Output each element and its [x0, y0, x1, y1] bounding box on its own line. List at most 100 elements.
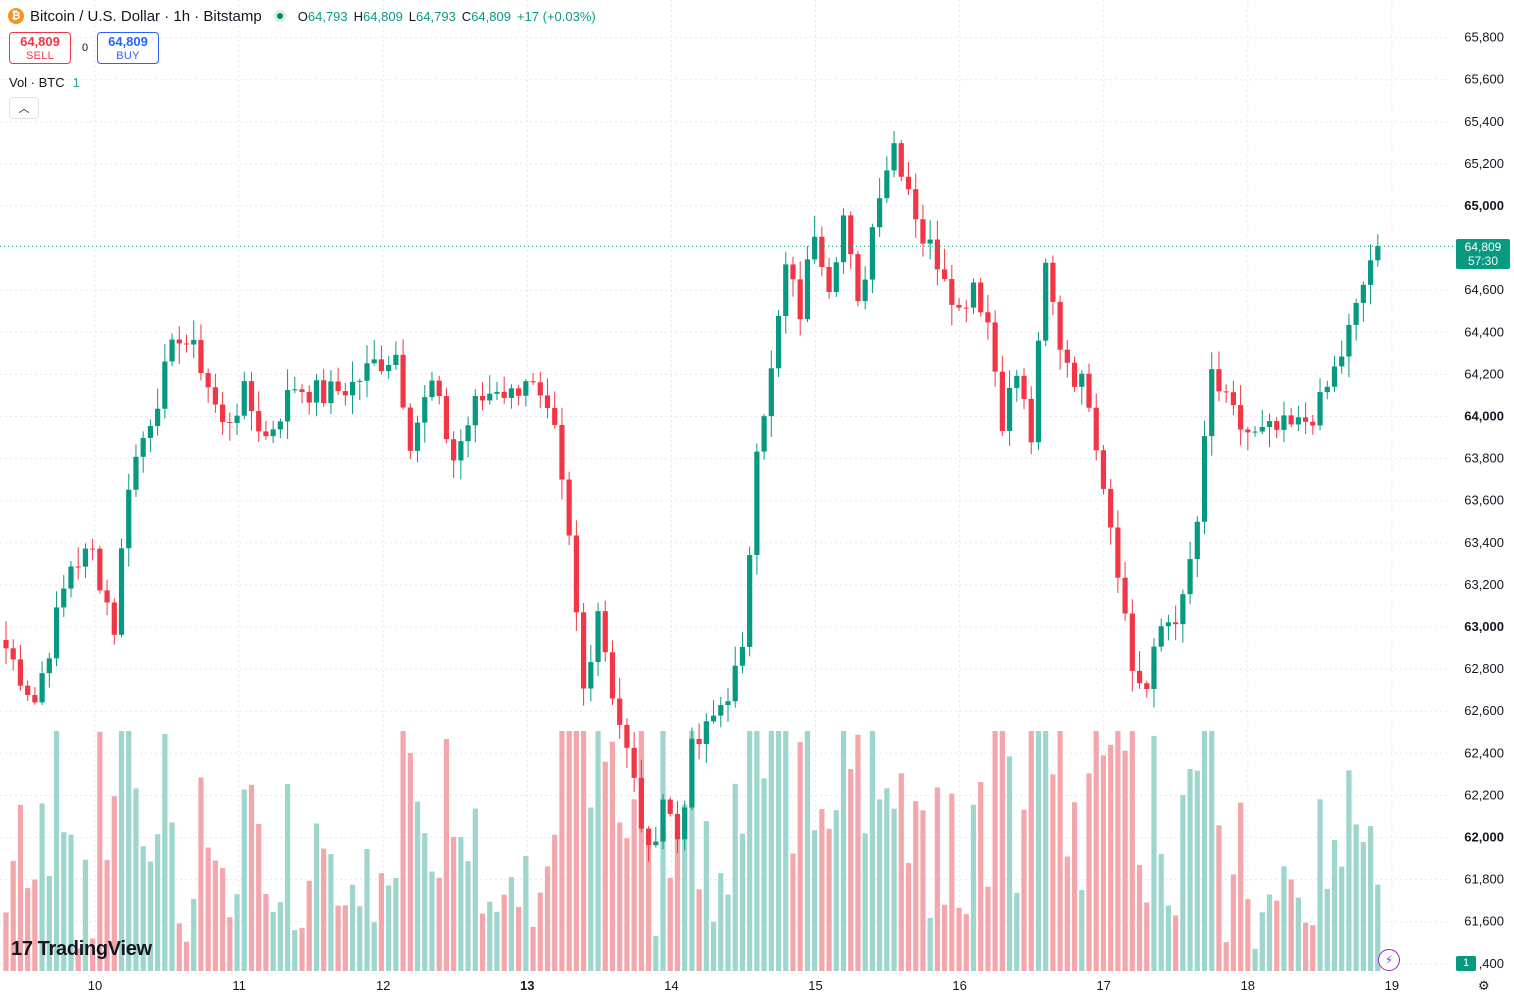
candle-body	[1100, 450, 1107, 489]
volume-bar	[566, 731, 572, 971]
candle-body	[537, 382, 543, 396]
volume-bar	[1021, 809, 1027, 971]
time-axis[interactable]: 10 11 12 13 14 15 16 17 18 19	[88, 978, 1399, 993]
volume-bar	[400, 731, 406, 971]
candle-body	[898, 143, 904, 177]
bitcoin-icon: ₿	[8, 8, 24, 24]
volume-bar	[1245, 899, 1251, 971]
candle-body	[111, 602, 117, 635]
volume-bar	[1115, 731, 1121, 971]
candle-body	[17, 659, 24, 686]
buy-button[interactable]: 64,809 BUY	[97, 32, 159, 64]
candle-body	[414, 422, 421, 451]
volume-bar	[429, 871, 435, 971]
settings-gear-icon[interactable]: ⚙	[1478, 978, 1490, 993]
volume-bar	[1230, 874, 1236, 971]
candle-body	[169, 339, 175, 362]
price-axis[interactable]: 65,800 65,600 65,400 65,200 65,000 64,600 64,4…	[1464, 30, 1504, 971]
volume-bar	[191, 899, 197, 971]
volume-bar	[1353, 824, 1359, 971]
candle-body	[1259, 426, 1265, 432]
volume-bar	[53, 731, 60, 971]
volume-axis-badge: 1	[1456, 956, 1476, 971]
candle-body	[1108, 488, 1114, 528]
candle-body	[248, 381, 255, 412]
candle-body	[39, 673, 45, 703]
candle-body	[739, 646, 746, 666]
volume-bar	[46, 875, 52, 971]
volume-bar	[1331, 839, 1338, 971]
candle-body	[1057, 301, 1063, 350]
volume-bar	[660, 731, 666, 971]
volume-bar	[588, 807, 594, 971]
y-tick-label: 65,400	[1464, 114, 1504, 129]
candle-body	[819, 236, 825, 267]
volume-bar	[1187, 769, 1193, 971]
x-tick-label: 17	[1096, 978, 1110, 993]
close-value: 64,809	[471, 8, 511, 24]
volume-bar	[696, 889, 702, 971]
volume-bar	[1288, 879, 1294, 971]
sell-button[interactable]: 64,809 SELL	[9, 32, 71, 64]
volume-bar	[891, 808, 897, 971]
candle-body	[754, 451, 760, 556]
candle-body	[32, 695, 38, 703]
candle-body	[747, 555, 753, 647]
volume-bar	[768, 731, 774, 971]
candle-body	[516, 388, 522, 396]
candle-body	[1230, 392, 1236, 406]
volume-bar	[819, 809, 825, 971]
tradingview-logo[interactable]: 17 TradingView	[11, 938, 152, 961]
volume-bar	[877, 799, 883, 971]
candle-body	[1064, 349, 1070, 363]
bar-countdown: 57:30	[1467, 254, 1499, 268]
y-tick-label: 64,200	[1464, 366, 1504, 381]
candle-body	[1115, 527, 1121, 578]
volume-bar	[667, 877, 673, 971]
candle-body	[1339, 356, 1345, 367]
volume-bar	[617, 822, 623, 971]
volume-legend[interactable]: Vol · BTC 1	[9, 75, 80, 90]
x-tick-label: 12	[376, 978, 390, 993]
candle-body	[1050, 262, 1056, 302]
volume-bar	[624, 838, 630, 971]
candle-body	[10, 648, 16, 660]
volume-bar	[783, 731, 789, 971]
volume-bar	[1339, 866, 1345, 971]
volume-bar	[942, 904, 948, 971]
x-tick-label: 19	[1385, 978, 1399, 993]
volume-bar	[956, 907, 962, 971]
symbol-title[interactable]: Bitcoin / U.S. Dollar · 1h · Bitstamp	[30, 7, 262, 25]
change-value: +17 (+0.03%)	[516, 8, 596, 24]
collapse-legend-button[interactable]: ︿	[9, 97, 39, 119]
volume-label: Vol · BTC	[9, 75, 65, 90]
candle-body	[299, 389, 305, 392]
tradingview-wordmark: TradingView	[37, 938, 152, 960]
volume-bar	[992, 731, 998, 971]
y-tick-label: 61,800	[1464, 872, 1504, 887]
candle-body	[840, 215, 847, 263]
y-tick-label: 63,400	[1464, 535, 1504, 550]
volume-bar	[443, 738, 450, 971]
candle-body	[1071, 362, 1078, 387]
candle-body	[609, 652, 616, 699]
candle-body	[1093, 407, 1099, 451]
volume-bar	[1144, 902, 1150, 971]
candle-body	[313, 380, 320, 403]
candle-body	[191, 339, 197, 345]
volume-bar	[436, 877, 442, 971]
candle-body	[848, 215, 854, 255]
volume-bar	[718, 873, 724, 971]
candle-body	[992, 322, 998, 372]
candle-body	[1216, 369, 1222, 392]
y-tick-label: 63,600	[1464, 493, 1504, 508]
replay-icon[interactable]: ⚡	[1378, 949, 1400, 971]
candle-body	[1021, 375, 1027, 399]
volume-bar	[292, 930, 298, 971]
last-price-value: 64,809	[1464, 240, 1502, 254]
volume-bar	[378, 873, 385, 971]
volume-bar	[25, 888, 31, 971]
volume-bar	[1043, 731, 1049, 971]
symbol-header[interactable]: ₿ Bitcoin / U.S. Dollar · 1h · Bitstamp …	[8, 6, 596, 26]
